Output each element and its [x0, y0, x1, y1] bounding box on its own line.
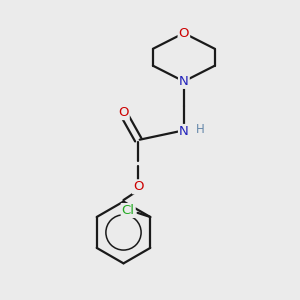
Text: N: N	[179, 125, 189, 138]
Text: O: O	[133, 180, 143, 193]
Text: N: N	[179, 75, 189, 88]
Text: O: O	[178, 27, 189, 40]
Text: Cl: Cl	[122, 204, 135, 217]
Text: O: O	[118, 106, 129, 119]
Text: H: H	[196, 124, 204, 136]
